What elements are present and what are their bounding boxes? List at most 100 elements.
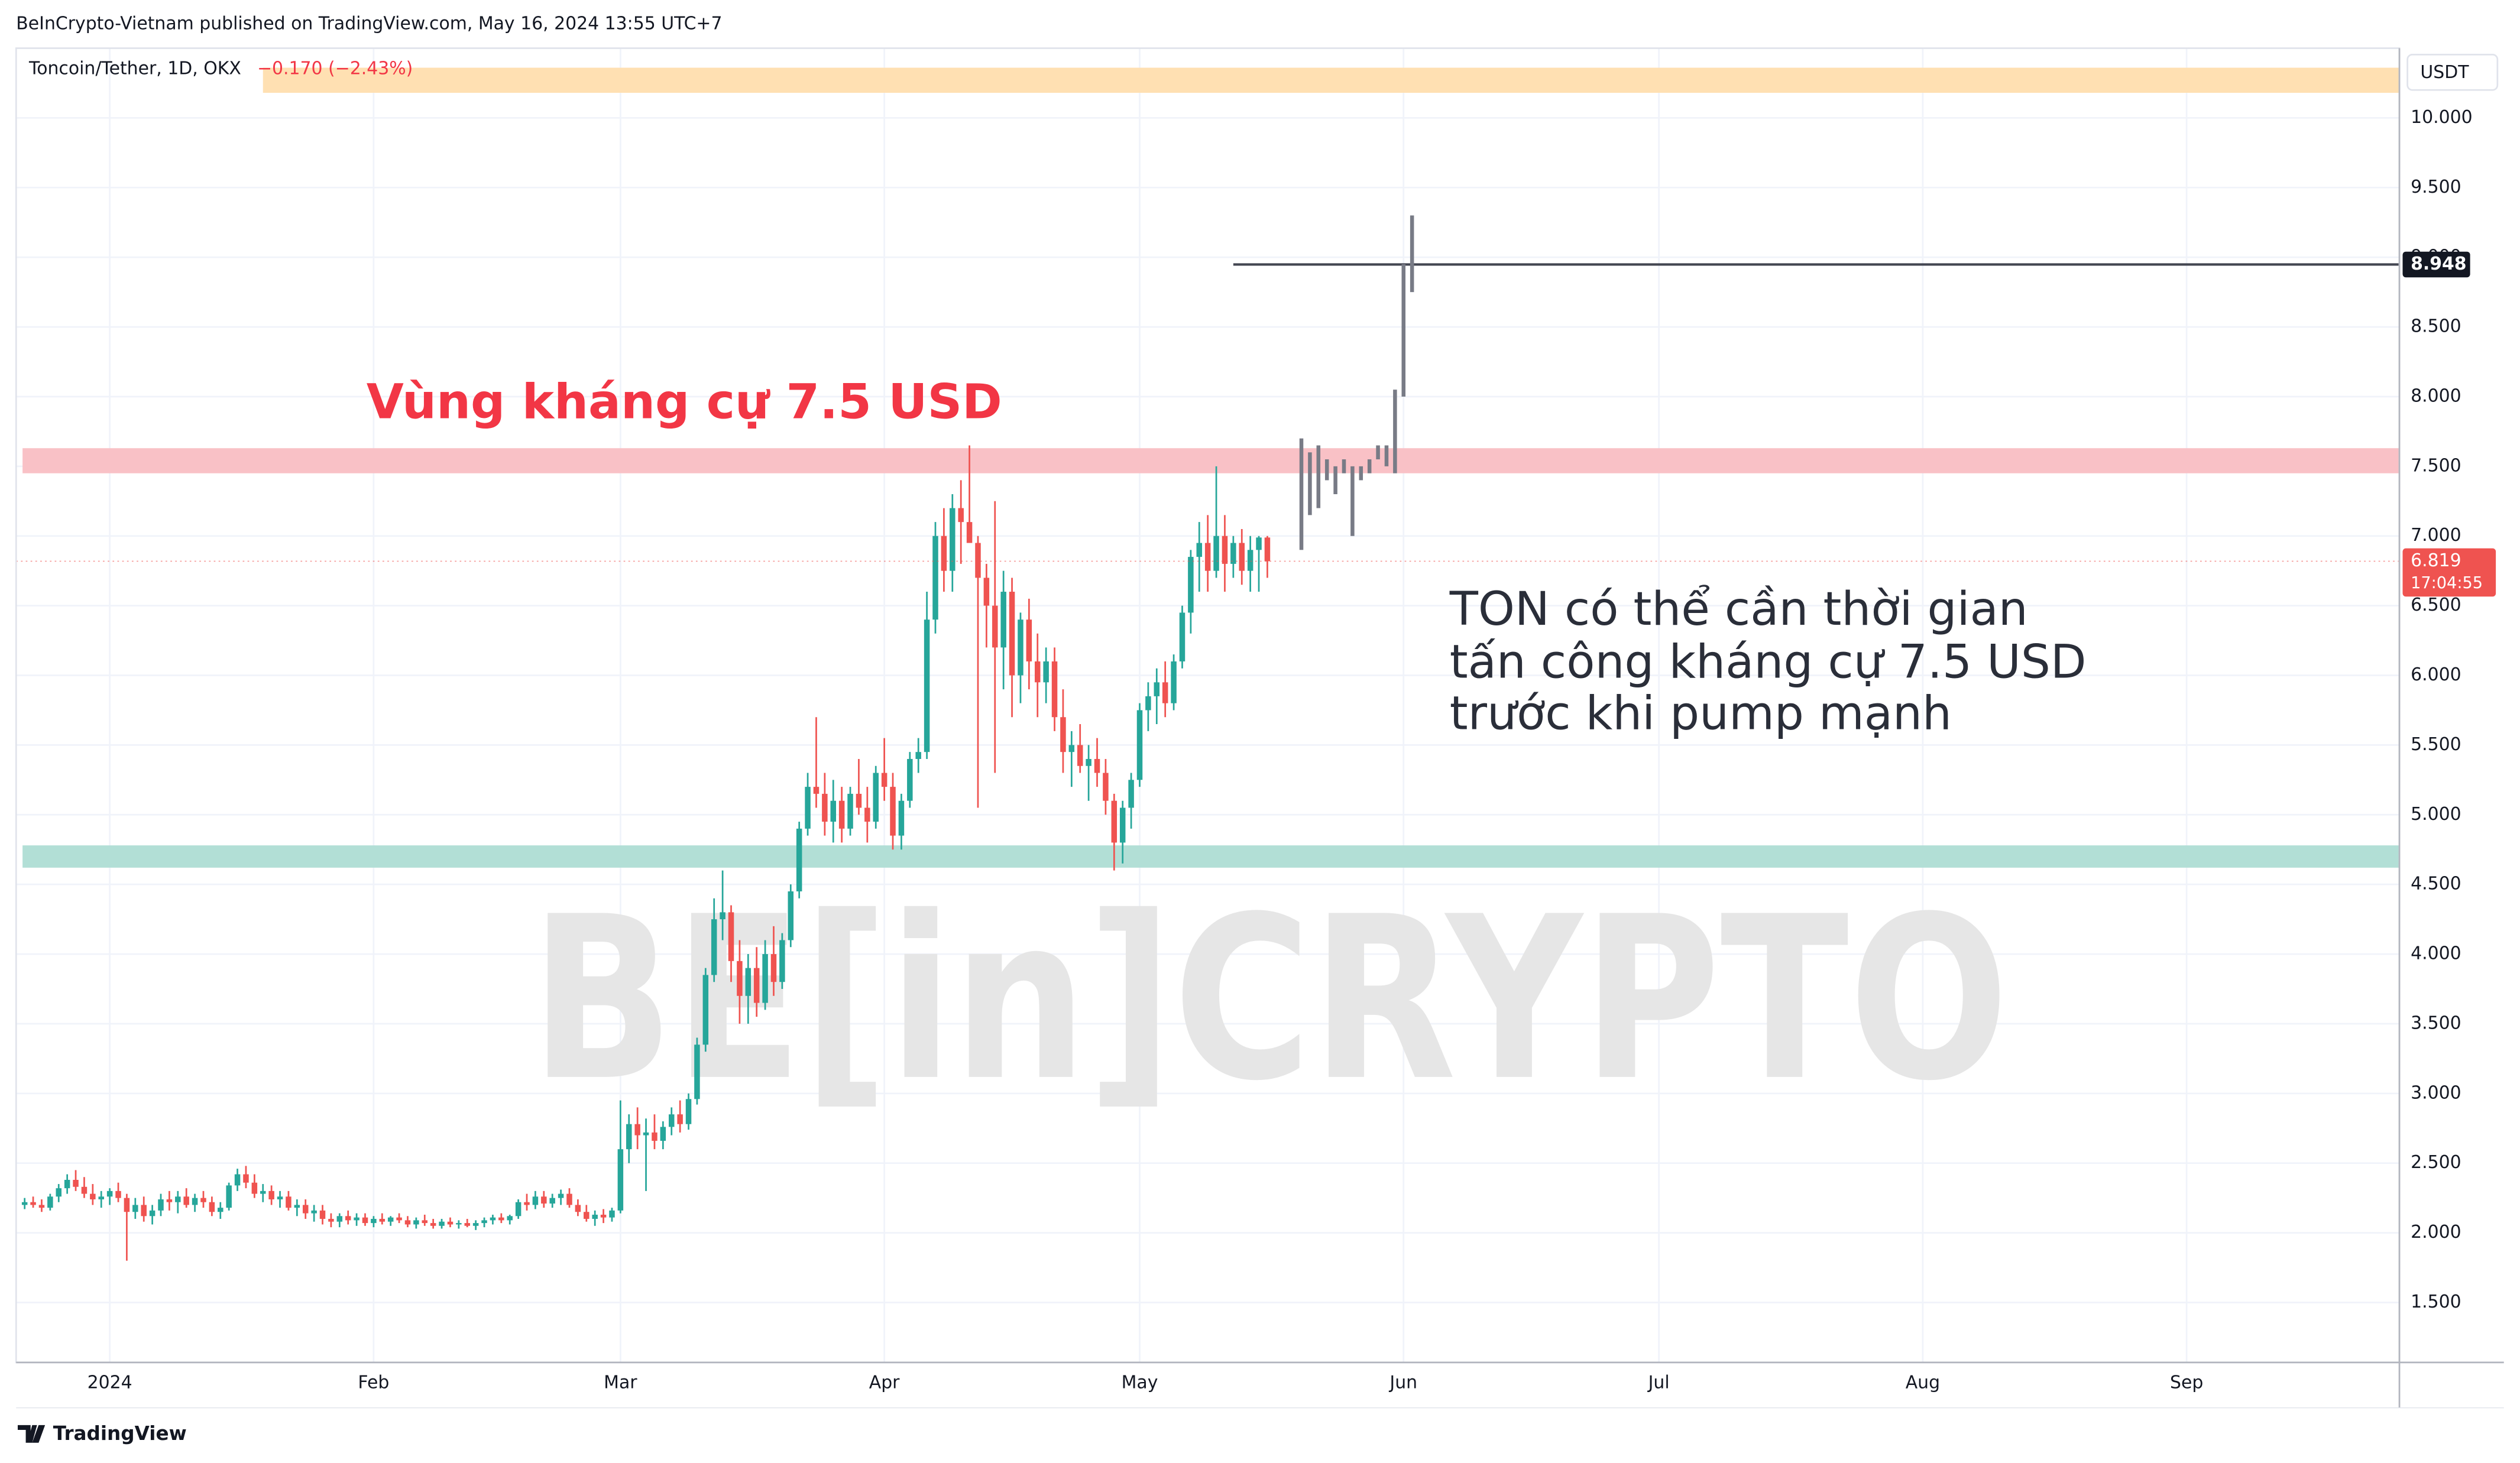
x-tick-label: Aug <box>1906 1373 1940 1393</box>
projection-bar <box>1333 466 1337 495</box>
change-legend: −0.170 (−2.43%) <box>257 58 413 79</box>
candle-body <box>813 787 820 794</box>
candle-body <box>532 1196 539 1205</box>
candle-body <box>617 1149 624 1211</box>
projection-bar <box>1324 459 1329 481</box>
candle-body <box>422 1220 428 1224</box>
candle-body <box>1145 696 1151 711</box>
candle-body <box>1111 800 1118 843</box>
candle-body <box>873 773 879 822</box>
footer-brand: TradingView <box>53 1422 187 1445</box>
candle-body <box>1043 661 1049 683</box>
candle-body <box>1018 619 1023 676</box>
candle-body <box>1256 537 1262 550</box>
candle-body <box>490 1217 496 1221</box>
candle-body <box>1222 536 1228 564</box>
footer-border <box>16 1407 2504 1409</box>
candle-body <box>643 1132 649 1136</box>
candle-body <box>1077 745 1083 766</box>
candle-body <box>90 1193 96 1200</box>
candle-body <box>762 954 768 1003</box>
projection-bar <box>1410 215 1414 293</box>
candle-body <box>1060 717 1066 752</box>
y-tick-label: 2.000 <box>2411 1222 2461 1243</box>
candle-body <box>992 605 998 648</box>
candle-body <box>975 543 981 578</box>
y-tick-label: 1.500 <box>2411 1292 2461 1312</box>
candle-body <box>141 1205 147 1217</box>
candle-body <box>158 1199 164 1211</box>
candle-body <box>1068 745 1075 752</box>
currency-box[interactable] <box>2406 54 2499 91</box>
currency[interactable]: USDT <box>2420 62 2469 83</box>
candle-body <box>47 1196 53 1208</box>
candle-body <box>1154 682 1160 696</box>
candle-body <box>243 1174 249 1183</box>
candle-body <box>634 1124 640 1136</box>
candle-body <box>132 1205 138 1212</box>
candle-body <box>575 1205 581 1212</box>
x-tick-label: May <box>1122 1373 1158 1393</box>
watermark: BE[in]CRYPTO <box>530 868 2009 1130</box>
candle-body <box>286 1196 291 1208</box>
candle-body <box>856 793 862 808</box>
candle-body <box>1213 536 1219 571</box>
candle-body <box>950 508 955 571</box>
candle-body <box>413 1220 419 1225</box>
projection-bar <box>1401 264 1406 397</box>
candle-body <box>677 1114 683 1124</box>
candle-body <box>864 807 870 822</box>
x-tick-label: 2024 <box>88 1373 132 1393</box>
candle-body <box>260 1190 266 1194</box>
candle-body <box>21 1202 28 1205</box>
candle-body <box>192 1198 198 1205</box>
candle-body <box>354 1217 359 1221</box>
candle-body <box>1196 543 1203 557</box>
candle-body <box>115 1190 121 1198</box>
candle-body <box>558 1193 564 1198</box>
zone <box>22 845 2400 868</box>
candle-body <box>1247 550 1253 571</box>
candle-body <box>371 1219 377 1224</box>
candle-body <box>720 912 725 920</box>
x-tick-label: Apr <box>869 1373 900 1393</box>
candle-body <box>387 1217 394 1222</box>
candle-body <box>209 1202 215 1212</box>
publish-header: BeInCrypto-Vietnam published on TradingV… <box>16 13 722 34</box>
candle-body <box>737 961 743 996</box>
candle-body <box>234 1174 241 1186</box>
candle-body <box>464 1223 470 1226</box>
candle-body <box>915 752 921 759</box>
candle-body <box>277 1196 283 1200</box>
candle-body <box>149 1210 156 1217</box>
candle-body <box>958 508 964 523</box>
candle-body <box>788 891 794 940</box>
candle-body <box>336 1216 343 1222</box>
candle-body <box>430 1223 436 1226</box>
candle-body <box>668 1114 675 1127</box>
projection-bar <box>1316 445 1321 508</box>
candle-body <box>294 1205 300 1208</box>
candle-body <box>584 1212 589 1219</box>
candle-body <box>98 1196 104 1200</box>
candle-body <box>779 940 785 982</box>
candle-body <box>1026 619 1032 661</box>
candle-body <box>941 536 947 571</box>
candle-body <box>838 800 845 829</box>
candle-body <box>881 773 887 787</box>
candle-body <box>472 1223 479 1226</box>
candle-body <box>319 1210 326 1219</box>
candle-body <box>251 1182 258 1194</box>
candle-body <box>1264 537 1271 562</box>
candle-body <box>805 787 811 829</box>
candle-body <box>73 1179 79 1187</box>
price-label-box <box>2402 251 2470 278</box>
hline-price-label: 8.948 <box>2411 254 2467 274</box>
y-tick-label: 10.000 <box>2411 107 2473 128</box>
candle-body <box>439 1221 445 1226</box>
candle-body <box>175 1196 181 1202</box>
y-tick-label: 5.500 <box>2411 734 2461 755</box>
candle-body <box>1239 543 1245 571</box>
